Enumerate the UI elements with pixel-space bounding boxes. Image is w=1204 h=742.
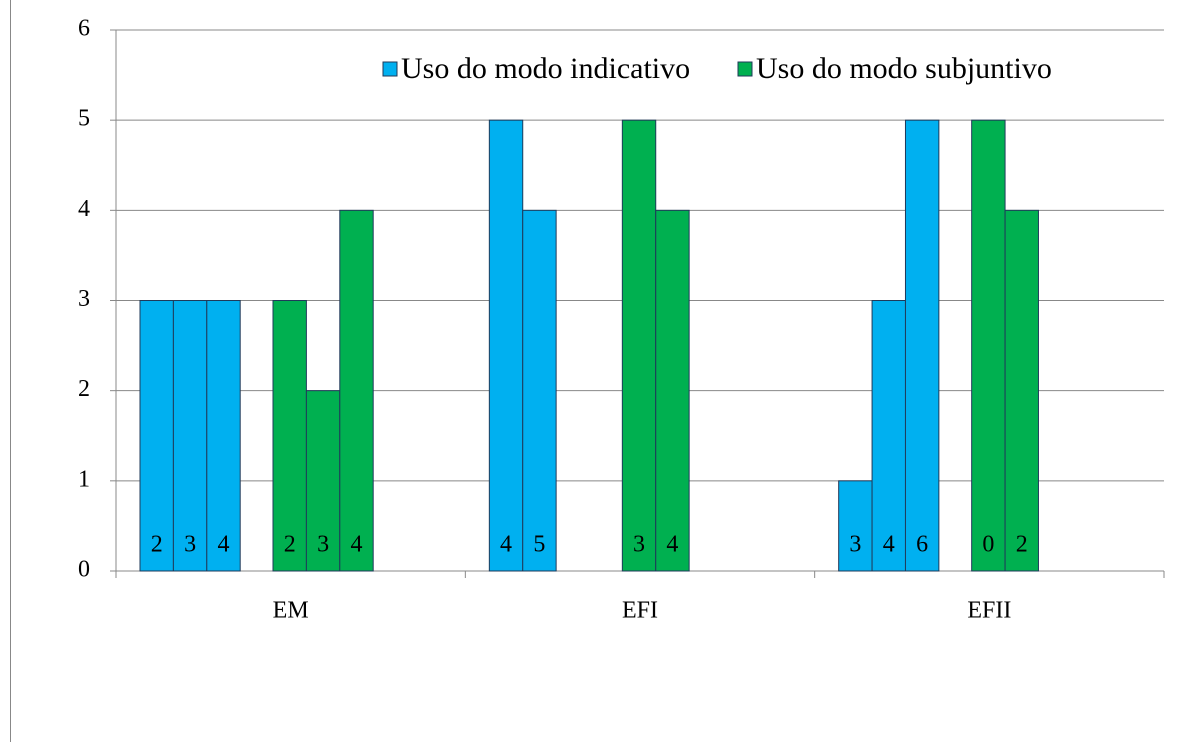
bar <box>971 119 1006 572</box>
bar <box>871 300 906 572</box>
y-tick-label: 6 <box>78 16 90 42</box>
bar <box>339 209 374 572</box>
bar-label: 6 <box>916 532 928 558</box>
bar-label: 3 <box>317 532 329 558</box>
legend-label: Uso do modo subjuntivo <box>756 52 1052 85</box>
bar <box>272 300 307 572</box>
x-tick-label: EFI <box>622 598 658 624</box>
chart-border <box>10 0 11 742</box>
bar-label: 2 <box>151 532 163 558</box>
bar <box>206 300 241 572</box>
bar-label: 3 <box>184 532 196 558</box>
bar-label: 5 <box>533 532 545 558</box>
bar-label: 4 <box>218 532 230 558</box>
bar <box>655 209 690 572</box>
bar-label: 2 <box>284 532 296 558</box>
y-tick-label: 1 <box>78 466 90 492</box>
y-tick-label: 2 <box>78 376 90 402</box>
bar <box>488 119 524 572</box>
bar-label: 4 <box>883 532 895 558</box>
bar <box>172 300 208 572</box>
bar-label: 3 <box>849 532 861 558</box>
x-tick-label: EFII <box>967 598 1011 624</box>
bar <box>1004 209 1039 572</box>
y-tick-label: 3 <box>78 286 90 312</box>
bar <box>838 480 873 572</box>
bar-label: 4 <box>666 532 678 558</box>
y-tick-label: 0 <box>78 557 90 583</box>
y-tick-label: 4 <box>78 196 90 222</box>
legend-swatch <box>382 61 398 77</box>
bar-label: 3 <box>633 532 645 558</box>
bar <box>621 119 657 572</box>
legend-label: Uso do modo indicativo <box>401 52 690 85</box>
bar-label: 2 <box>1016 532 1028 558</box>
bar-label: 4 <box>351 532 363 558</box>
bar <box>139 300 174 572</box>
bar-label: 4 <box>500 532 512 558</box>
bar <box>522 209 557 572</box>
bar <box>904 119 940 572</box>
x-tick-label: EM <box>273 598 309 624</box>
bar-label: 0 <box>982 532 994 558</box>
legend-swatch <box>737 61 753 77</box>
y-tick-label: 5 <box>78 106 90 132</box>
